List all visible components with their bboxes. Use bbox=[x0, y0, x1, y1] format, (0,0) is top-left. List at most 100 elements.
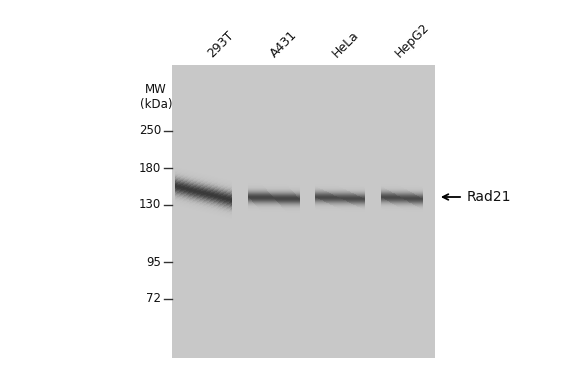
Bar bbox=[199, 174, 200, 175]
Bar bbox=[202, 174, 203, 175]
Bar bbox=[403, 209, 404, 211]
Bar bbox=[412, 185, 413, 186]
Bar bbox=[407, 187, 408, 188]
Bar bbox=[336, 191, 337, 192]
Bar bbox=[279, 200, 280, 201]
Bar bbox=[187, 190, 189, 191]
Bar bbox=[296, 193, 297, 194]
Bar bbox=[410, 208, 411, 209]
Bar bbox=[398, 199, 399, 200]
Bar bbox=[207, 204, 208, 205]
Bar bbox=[269, 205, 270, 206]
Bar bbox=[200, 208, 201, 209]
Bar bbox=[203, 177, 204, 178]
Bar bbox=[327, 207, 328, 208]
Bar bbox=[327, 187, 328, 188]
Bar bbox=[269, 185, 270, 186]
Bar bbox=[338, 201, 339, 202]
Bar bbox=[402, 197, 403, 198]
Bar bbox=[418, 205, 420, 206]
Bar bbox=[393, 203, 394, 204]
Bar bbox=[199, 187, 200, 189]
Bar bbox=[383, 191, 384, 192]
Bar bbox=[330, 194, 331, 195]
Bar bbox=[225, 206, 226, 207]
Bar bbox=[274, 208, 275, 209]
Bar bbox=[292, 201, 293, 202]
Bar bbox=[384, 200, 385, 201]
Bar bbox=[184, 176, 186, 177]
Bar bbox=[298, 188, 299, 189]
Bar bbox=[385, 191, 386, 192]
Bar bbox=[282, 209, 283, 211]
Bar bbox=[330, 186, 331, 187]
Bar bbox=[287, 207, 288, 208]
Bar bbox=[217, 186, 218, 188]
Bar bbox=[287, 208, 288, 209]
Bar bbox=[415, 211, 416, 212]
Bar bbox=[194, 190, 196, 192]
Bar bbox=[327, 188, 328, 189]
Bar bbox=[347, 193, 348, 194]
Bar bbox=[286, 195, 287, 196]
Bar bbox=[229, 181, 230, 183]
Bar bbox=[344, 201, 345, 202]
Bar bbox=[356, 196, 357, 197]
Bar bbox=[201, 193, 202, 195]
Bar bbox=[178, 175, 179, 177]
Bar bbox=[388, 184, 389, 185]
Bar bbox=[291, 191, 292, 192]
Bar bbox=[254, 186, 255, 187]
Bar bbox=[401, 203, 402, 204]
Bar bbox=[215, 183, 217, 185]
Bar bbox=[317, 200, 318, 201]
Bar bbox=[329, 188, 330, 189]
Bar bbox=[261, 200, 262, 201]
Bar bbox=[402, 201, 403, 202]
Bar bbox=[421, 188, 423, 189]
Bar bbox=[272, 209, 273, 210]
Bar bbox=[332, 191, 333, 192]
Bar bbox=[260, 184, 261, 186]
Bar bbox=[299, 202, 300, 203]
Bar bbox=[332, 187, 333, 188]
Bar bbox=[223, 209, 224, 211]
Bar bbox=[343, 206, 344, 207]
Bar bbox=[229, 212, 230, 213]
Bar bbox=[324, 196, 325, 197]
Bar bbox=[361, 194, 363, 195]
Bar bbox=[221, 178, 222, 180]
Bar bbox=[296, 199, 297, 200]
Bar bbox=[402, 193, 403, 194]
Bar bbox=[392, 186, 393, 187]
Bar bbox=[290, 203, 291, 204]
Bar bbox=[199, 206, 200, 207]
Bar bbox=[361, 198, 363, 199]
Bar bbox=[349, 210, 350, 211]
Bar bbox=[210, 181, 211, 182]
Bar bbox=[391, 206, 392, 207]
Bar bbox=[315, 204, 316, 205]
Bar bbox=[178, 170, 179, 172]
Bar bbox=[416, 187, 417, 188]
Bar bbox=[273, 203, 274, 204]
Bar bbox=[269, 189, 270, 190]
Bar bbox=[204, 189, 205, 190]
Text: MW
(kDa): MW (kDa) bbox=[140, 83, 172, 111]
Bar bbox=[202, 203, 203, 204]
Bar bbox=[271, 186, 272, 187]
Bar bbox=[262, 208, 263, 209]
Bar bbox=[269, 188, 270, 189]
Bar bbox=[180, 193, 181, 195]
Bar bbox=[344, 189, 345, 191]
Bar bbox=[316, 195, 317, 196]
Bar bbox=[391, 185, 392, 186]
Bar bbox=[403, 193, 404, 194]
Bar bbox=[262, 184, 263, 186]
Bar bbox=[294, 188, 296, 189]
Bar bbox=[350, 200, 352, 201]
Bar bbox=[410, 187, 411, 188]
Bar bbox=[346, 198, 347, 199]
Bar bbox=[284, 190, 285, 191]
Bar bbox=[350, 204, 352, 205]
